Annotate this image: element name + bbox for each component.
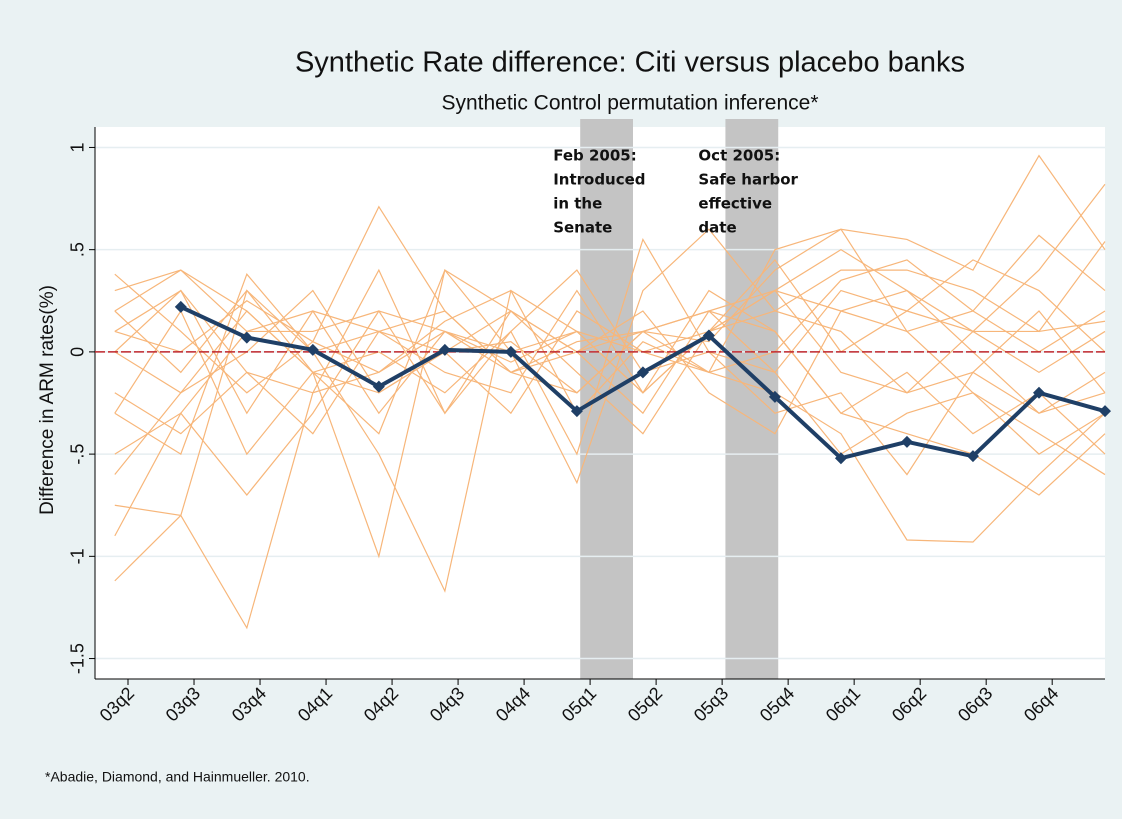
placebo-line: [114, 228, 1106, 485]
series-marker: [306, 343, 319, 356]
series-marker: [438, 343, 451, 356]
series-marker: [240, 331, 253, 344]
chart-title: Synthetic Rate difference: Citi versus p…: [295, 47, 965, 79]
placebo-line: [114, 183, 1106, 394]
annotation: Introduced: [553, 171, 645, 189]
annotation: Feb 2005:: [553, 147, 637, 165]
shaded-region: [725, 119, 779, 679]
annotation: Senate: [553, 219, 612, 237]
footnote: *Abadie, Diamond, and Hainmueller. 2010.: [45, 769, 310, 785]
series-marker: [1099, 405, 1111, 418]
shaded-region: [580, 119, 634, 679]
y-tick-label: -1: [68, 548, 88, 564]
y-tick-label: 0: [68, 347, 88, 357]
y-tick-label: -1.5: [68, 643, 88, 674]
chart-subtitle: Synthetic Control permutation inference*: [441, 92, 818, 115]
series-marker: [966, 450, 979, 463]
series-marker: [174, 300, 187, 313]
y-tick-label: -.5: [68, 444, 88, 465]
series-marker: [702, 329, 715, 342]
series-marker: [570, 405, 583, 418]
annotation: Oct 2005:: [698, 147, 780, 165]
annotation: in the: [553, 195, 602, 213]
series-marker: [636, 366, 649, 379]
annotation: Safe harbor: [698, 171, 798, 189]
y-axis-label: Difference in ARM rates(%): [37, 285, 58, 515]
y-tick-label: 1: [68, 142, 88, 152]
series-marker: [900, 435, 913, 448]
annotation: effective: [698, 195, 772, 213]
series-marker: [1032, 386, 1045, 399]
series-marker: [504, 345, 517, 358]
placebo-line: [114, 259, 1106, 415]
annotation: date: [698, 219, 736, 237]
y-tick-label: .5: [68, 242, 88, 257]
series-marker: [834, 452, 847, 465]
placebo-line: [114, 289, 1106, 435]
series-marker: [372, 380, 385, 393]
series-marker: [768, 390, 781, 403]
placebo-line: [114, 269, 1106, 476]
